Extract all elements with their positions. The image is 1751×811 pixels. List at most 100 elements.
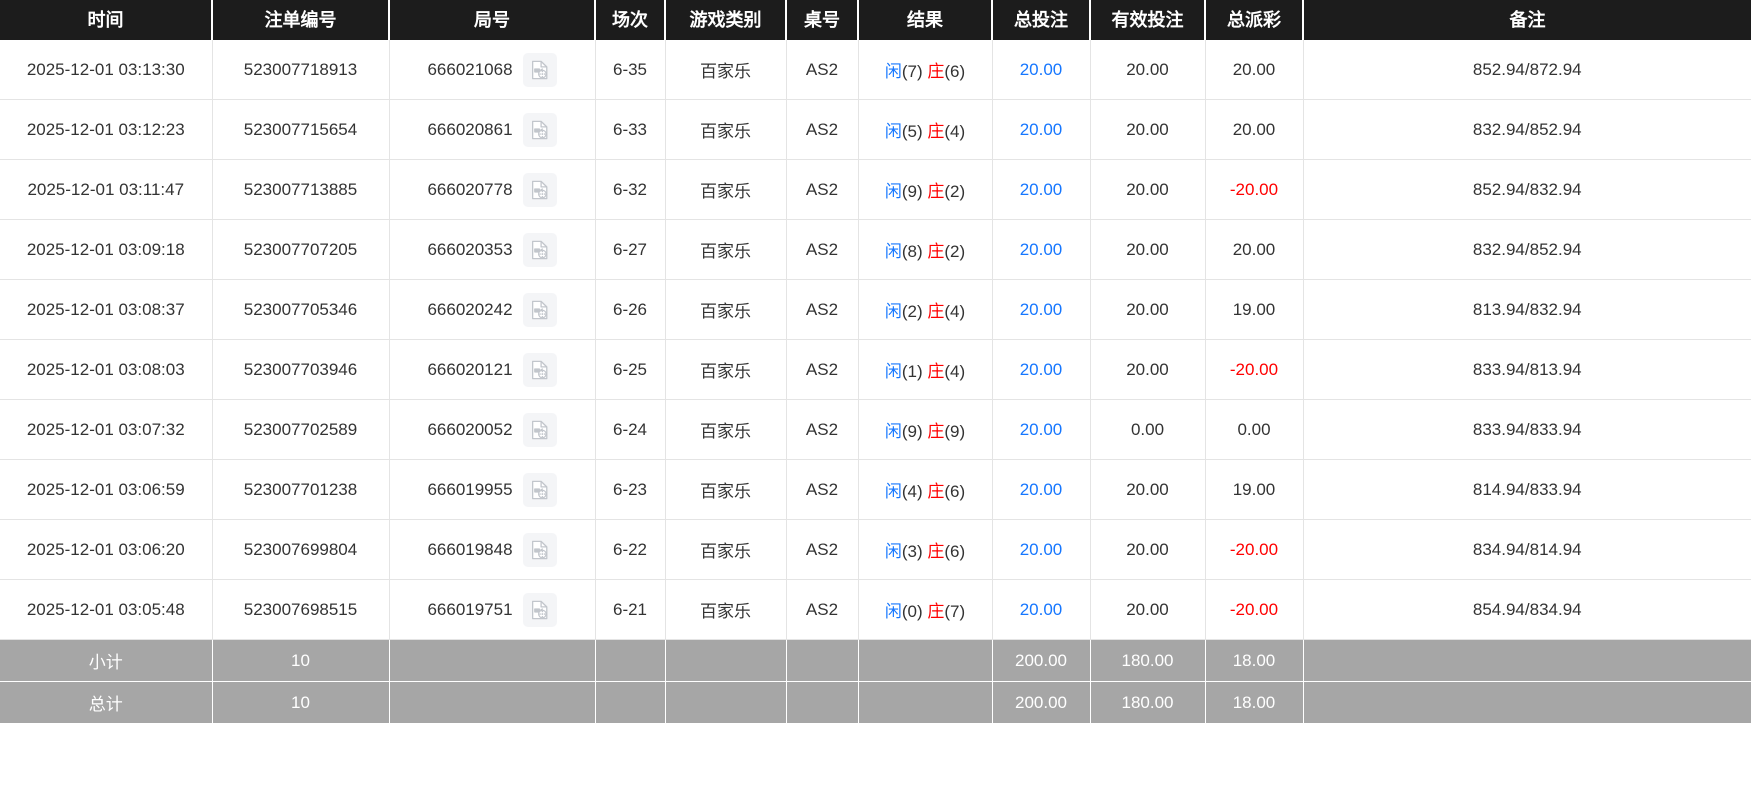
column-header-game-type[interactable]: 游戏类别 bbox=[665, 0, 787, 40]
cell-order-no: 523007715654 bbox=[212, 99, 390, 160]
cell-session: 6-24 bbox=[595, 399, 666, 460]
cell-session: 6-23 bbox=[595, 459, 666, 520]
video-replay-icon[interactable] bbox=[522, 532, 557, 567]
cell-order-no: 523007698515 bbox=[212, 579, 390, 640]
result-player-value: (5) bbox=[901, 122, 923, 141]
cell-remark: 832.94/852.94 bbox=[1303, 99, 1751, 160]
cell-total-bet: 20.00 bbox=[992, 579, 1091, 640]
result-banker-value: (2) bbox=[944, 242, 966, 261]
column-header-valid-bet[interactable]: 有效投注 bbox=[1090, 0, 1206, 40]
cell-result: 闲(1) 庄(4) bbox=[858, 339, 993, 400]
video-replay-icon[interactable] bbox=[522, 292, 557, 327]
cell-remark: 834.94/814.94 bbox=[1303, 519, 1751, 580]
table-row: 2025-12-01 03:07:32 523007702589 666020052… bbox=[0, 399, 1751, 460]
cell-game-type: 百家乐 bbox=[665, 399, 787, 460]
cell-time: 2025-12-01 03:06:20 bbox=[0, 519, 213, 580]
cell-round-no: 666020861 bbox=[389, 99, 596, 160]
video-replay-icon[interactable] bbox=[522, 592, 557, 627]
cell-game-type: 百家乐 bbox=[665, 519, 787, 580]
column-header-session[interactable]: 场次 bbox=[595, 0, 666, 40]
cell-round-no: 666020778 bbox=[389, 159, 596, 220]
result-banker-label: 庄 bbox=[927, 62, 945, 81]
result-banker-label: 庄 bbox=[927, 242, 945, 261]
cell-result: 闲(4) 庄(6) bbox=[858, 459, 993, 520]
result-banker-value: (4) bbox=[944, 302, 966, 321]
subtotal-label: 小计 bbox=[0, 639, 213, 682]
cell-valid-bet: 0.00 bbox=[1090, 399, 1206, 460]
column-header-table-no[interactable]: 桌号 bbox=[786, 0, 859, 40]
cell-remark: 833.94/833.94 bbox=[1303, 399, 1751, 460]
cell-result: 闲(7) 庄(6) bbox=[858, 40, 993, 100]
column-header-remark[interactable]: 备注 bbox=[1303, 0, 1751, 40]
cell-table-no: AS2 bbox=[786, 40, 859, 100]
result-banker-label: 庄 bbox=[927, 122, 945, 141]
video-replay-icon[interactable] bbox=[522, 352, 557, 387]
round-no-text: 666020052 bbox=[427, 419, 513, 439]
column-header-time[interactable]: 时间 bbox=[0, 0, 213, 40]
column-header-result[interactable]: 结果 bbox=[858, 0, 993, 40]
result-banker-label: 庄 bbox=[927, 422, 945, 441]
video-replay-icon[interactable] bbox=[522, 52, 557, 87]
cell-session: 6-26 bbox=[595, 279, 666, 340]
cell-order-no: 523007713885 bbox=[212, 159, 390, 220]
table-row: 2025-12-01 03:06:59 523007701238 666019955… bbox=[0, 459, 1751, 520]
column-header-payout[interactable]: 总派彩 bbox=[1205, 0, 1304, 40]
cell-time: 2025-12-01 03:13:30 bbox=[0, 40, 213, 100]
cell-session: 6-35 bbox=[595, 40, 666, 100]
cell-payout: -20.00 bbox=[1205, 579, 1304, 640]
column-header-round-no[interactable]: 局号 bbox=[389, 0, 596, 40]
table-row: 2025-12-01 03:13:30 523007718913 666021068… bbox=[0, 40, 1751, 100]
video-replay-icon[interactable] bbox=[522, 112, 557, 147]
cell-order-no: 523007699804 bbox=[212, 519, 390, 580]
cell-game-type: 百家乐 bbox=[665, 40, 787, 100]
table-row: 2025-12-01 03:08:37 523007705346 666020242… bbox=[0, 279, 1751, 340]
cell-table-no: AS2 bbox=[786, 579, 859, 640]
round-no-text: 666020121 bbox=[427, 359, 513, 379]
cell-total-bet: 20.00 bbox=[992, 219, 1091, 280]
result-player-label: 闲 bbox=[884, 542, 902, 561]
cell-table-no: AS2 bbox=[786, 519, 859, 580]
table-footer: 小计 10 200.00 180.00 18.00 总计 10 200.00 1… bbox=[0, 639, 1751, 723]
cell-table-no: AS2 bbox=[786, 399, 859, 460]
total-count: 10 bbox=[212, 681, 390, 723]
cell-total-bet: 20.00 bbox=[992, 459, 1091, 520]
video-replay-icon[interactable] bbox=[522, 232, 557, 267]
subtotal-game-type bbox=[665, 639, 787, 682]
column-header-total-bet[interactable]: 总投注 bbox=[992, 0, 1091, 40]
cell-session: 6-27 bbox=[595, 219, 666, 280]
cell-payout: 19.00 bbox=[1205, 459, 1304, 520]
cell-table-no: AS2 bbox=[786, 219, 859, 280]
cell-time: 2025-12-01 03:08:37 bbox=[0, 279, 213, 340]
round-no-text: 666019751 bbox=[427, 599, 513, 619]
cell-round-no: 666021068 bbox=[389, 40, 596, 100]
total-row: 总计 10 200.00 180.00 18.00 bbox=[0, 681, 1751, 723]
cell-valid-bet: 20.00 bbox=[1090, 579, 1206, 640]
column-header-order-no[interactable]: 注单编号 bbox=[212, 0, 390, 40]
total-payout: 18.00 bbox=[1205, 681, 1304, 723]
result-player-label: 闲 bbox=[884, 482, 902, 501]
cell-table-no: AS2 bbox=[786, 459, 859, 520]
total-label: 总计 bbox=[0, 681, 213, 723]
total-total-bet: 200.00 bbox=[992, 681, 1091, 723]
video-replay-icon[interactable] bbox=[522, 412, 557, 447]
result-banker-value: (4) bbox=[944, 122, 966, 141]
cell-round-no: 666020052 bbox=[389, 399, 596, 460]
cell-payout: 19.00 bbox=[1205, 279, 1304, 340]
cell-table-no: AS2 bbox=[786, 339, 859, 400]
cell-total-bet: 20.00 bbox=[992, 40, 1091, 100]
cell-table-no: AS2 bbox=[786, 159, 859, 220]
cell-valid-bet: 20.00 bbox=[1090, 40, 1206, 100]
total-game-type bbox=[665, 681, 787, 723]
cell-game-type: 百家乐 bbox=[665, 219, 787, 280]
cell-payout: -20.00 bbox=[1205, 339, 1304, 400]
cell-total-bet: 20.00 bbox=[992, 519, 1091, 580]
video-replay-icon[interactable] bbox=[522, 472, 557, 507]
round-no-text: 666020242 bbox=[427, 299, 513, 319]
cell-order-no: 523007707205 bbox=[212, 219, 390, 280]
cell-payout: 20.00 bbox=[1205, 219, 1304, 280]
table-row: 2025-12-01 03:11:47 523007713885 666020778… bbox=[0, 159, 1751, 220]
video-replay-icon[interactable] bbox=[522, 172, 557, 207]
cell-session: 6-21 bbox=[595, 579, 666, 640]
cell-result: 闲(2) 庄(4) bbox=[858, 279, 993, 340]
cell-game-type: 百家乐 bbox=[665, 99, 787, 160]
